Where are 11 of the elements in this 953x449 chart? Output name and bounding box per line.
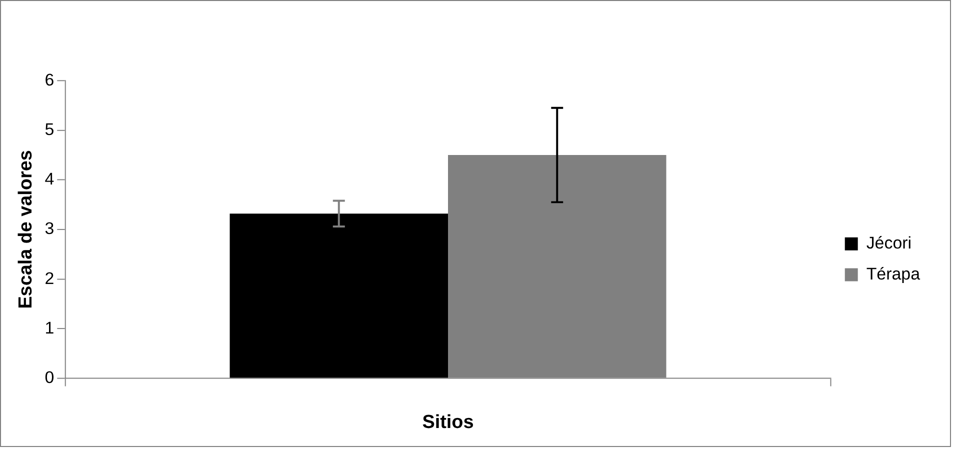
y-tick-label: 4 bbox=[44, 170, 54, 189]
y-tick-label: 1 bbox=[44, 318, 54, 338]
y-axis-title: Escala de valores bbox=[16, 150, 37, 309]
y-tick-label: 5 bbox=[44, 120, 54, 139]
legend-label: Jécori bbox=[866, 234, 912, 253]
y-tick-label: 3 bbox=[44, 219, 54, 238]
legend-label: Térapa bbox=[866, 264, 921, 284]
y-tick-label: 0 bbox=[44, 368, 54, 387]
x-axis-title: Sitios bbox=[422, 412, 474, 433]
y-tick-label: 6 bbox=[44, 70, 54, 90]
y-tick-label: 2 bbox=[44, 268, 54, 288]
